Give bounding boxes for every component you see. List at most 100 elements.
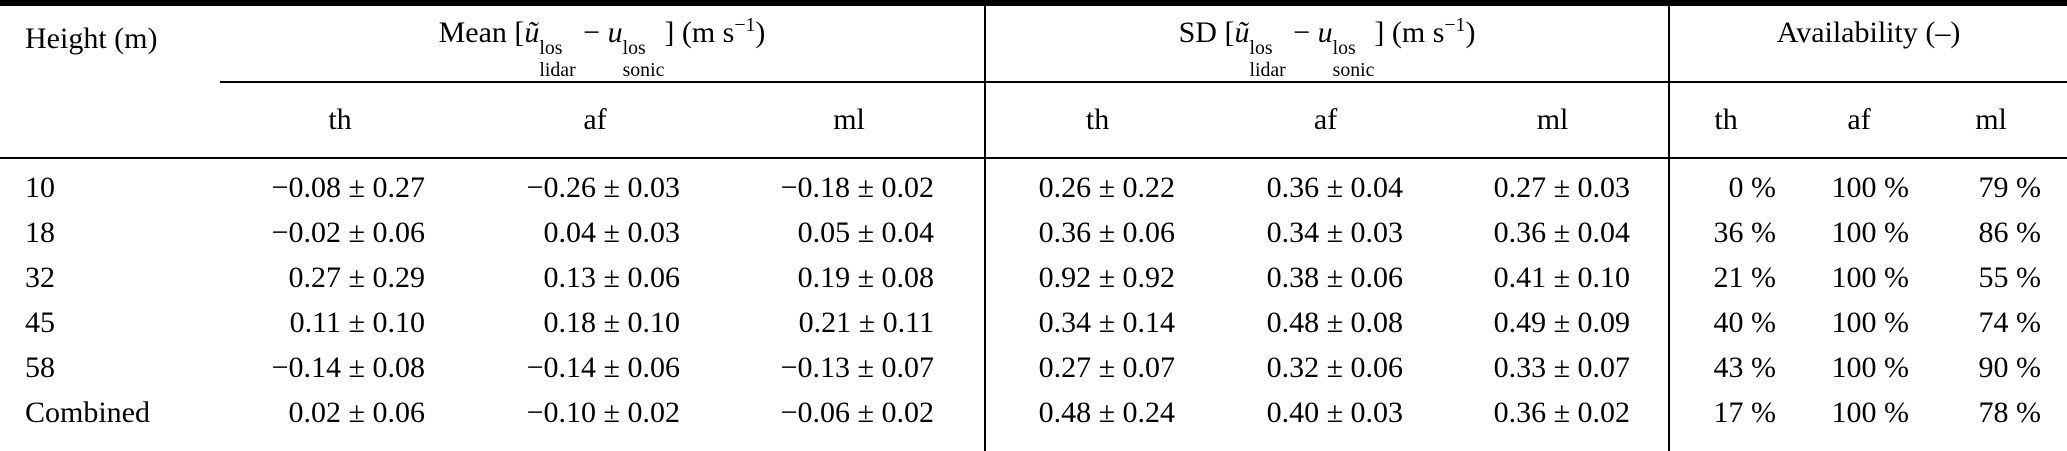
u-lidar-symbol: ũ [524,16,540,49]
u-lidar-symbol: ũ [1234,16,1250,49]
data-cell: 0.48 ± 0.24 [1038,395,1176,429]
table-row: Combined 0.02 ± 0.06 −0.10 ± 0.02 −0.06 … [0,390,2067,451]
subcolumn-header-row: th af ml th af ml th af ml [0,82,2067,160]
data-cell: 0.36 ± 0.04 [1266,170,1404,204]
data-cell: 0.21 ± 0.11 [730,300,987,346]
data-cell: 0.18 ± 0.10 [543,305,680,339]
data-cell: 0.40 ± 0.03 [1266,395,1404,429]
data-cell: 0 % [1728,170,1777,204]
availability-ml-column-header: ml [1935,82,2067,160]
mean-group-header: Mean [ũ los lidar − u los sonic] (m s−1) [220,3,987,84]
minus-sign: − [1285,16,1318,49]
data-cell: 0.26 ± 0.22 [1038,170,1176,204]
data-cell: 78 % [1978,395,2042,429]
row-label: 10 [25,170,55,204]
minus-sign: − [575,16,608,49]
data-cell: 0.27 ± 0.29 [288,260,425,294]
data-cell: 100 % [1831,260,1910,294]
data-cell: −0.06 ± 0.02 [730,390,987,451]
data-cell: 0.36 ± 0.04 [1441,210,1671,256]
unit-text: ] (m s [1374,16,1445,49]
data-cell: 0.27 ± 0.07 [1038,350,1176,384]
lidar-subscript: lidar [1249,58,1286,81]
u-sonic-scripts: los sonic [622,37,665,81]
data-cell: 0.32 ± 0.06 [1266,350,1404,384]
data-cell: 100 % [1831,215,1910,249]
data-cell: 0.33 ± 0.07 [1441,345,1671,391]
data-cell: 0.05 ± 0.04 [730,210,987,256]
row-label: 32 [25,260,55,294]
row-label: Combined [25,395,150,429]
data-cell: 0.04 ± 0.03 [543,215,680,249]
los-superscript: los [1332,37,1356,60]
data-cell: 74 % [1978,305,2042,339]
los-superscript: los [539,37,563,60]
data-cell: 0.02 ± 0.06 [288,395,425,429]
data-cell: 0.38 ± 0.06 [1266,260,1404,294]
u-lidar-scripts: los lidar [1249,37,1286,81]
data-cell: 79 % [1978,170,2042,204]
data-cell: 0.49 ± 0.09 [1441,300,1671,346]
unit-exponent: −1 [734,14,756,37]
group-header-row: Height (m) Mean [ũ los lidar − u los sonic] … [0,3,2067,160]
data-cell: 100 % [1831,395,1910,429]
u-sonic-scripts: los sonic [1332,37,1375,81]
mean-ml-column-header: ml [730,82,987,160]
availability-group-header: Availability (–) [1669,3,2067,84]
data-cell: −0.18 ± 0.02 [730,158,987,211]
los-superscript: los [1249,37,1273,60]
lidar-subscript: lidar [539,58,576,81]
data-cell: −0.08 ± 0.27 [271,170,425,204]
data-cell: 0.36 ± 0.06 [1038,215,1176,249]
u-sonic-symbol: u [607,16,623,49]
data-cell: 0.34 ± 0.03 [1266,215,1404,249]
data-cell: −0.02 ± 0.06 [271,215,425,249]
data-cell: 0.19 ± 0.08 [730,255,987,301]
data-cell: 40 % [1713,305,1777,339]
data-cell: 17 % [1713,395,1777,429]
table-row: 10 −0.08 ± 0.27 −0.26 ± 0.03 −0.18 ± 0.0… [0,158,2067,211]
data-cell: 21 % [1713,260,1777,294]
sd-th-column-header: th [985,82,1214,160]
table-row: 18 −0.02 ± 0.06 0.04 ± 0.03 0.05 ± 0.04 … [0,210,2067,256]
data-cell: 100 % [1831,305,1910,339]
mean-th-column-header: th [220,82,475,160]
data-cell: 90 % [1978,350,2042,384]
data-cell: 55 % [1978,260,2042,294]
los-superscript: los [622,37,646,60]
sonic-subscript: sonic [1332,58,1375,81]
row-label: 18 [25,215,55,249]
availability-af-column-header: af [1802,82,1936,160]
sonic-subscript: sonic [622,58,665,81]
data-cell: 0.48 ± 0.08 [1266,305,1404,339]
sd-group-header: SD [ũ los lidar − u los sonic] (m s−1) [985,3,1671,84]
data-cell: 0.27 ± 0.03 [1441,158,1671,211]
data-cell: −0.13 ± 0.07 [730,345,987,391]
u-sonic-symbol: u [1317,16,1333,49]
data-cell: 0.92 ± 0.92 [1038,260,1176,294]
data-cell: 0.11 ± 0.10 [289,305,425,339]
u-lidar-scripts: los lidar [539,37,576,81]
table-row: 32 0.27 ± 0.29 0.13 ± 0.06 0.19 ± 0.08 0… [0,255,2067,301]
sd-af-column-header: af [1213,82,1442,160]
data-cell: 36 % [1713,215,1777,249]
table-row: 58 −0.14 ± 0.08 −0.14 ± 0.06 −0.13 ± 0.0… [0,345,2067,391]
data-cell: 0.41 ± 0.10 [1441,255,1671,301]
row-label: 58 [25,350,55,384]
data-cell: −0.14 ± 0.08 [271,350,425,384]
data-cell: 0.13 ± 0.06 [543,260,680,294]
data-cell: 0.36 ± 0.02 [1441,390,1671,451]
data-cell: −0.14 ± 0.06 [526,350,680,384]
height-column-header: Height (m) [0,3,220,160]
sd-label: SD [ [1178,16,1235,49]
data-cell: 0.34 ± 0.14 [1038,305,1176,339]
row-label: 45 [25,305,55,339]
data-cell: −0.10 ± 0.02 [526,395,680,429]
mean-af-column-header: af [475,82,730,160]
data-cell: −0.26 ± 0.03 [526,170,680,204]
data-cell: 43 % [1713,350,1777,384]
data-cell: 86 % [1978,215,2042,249]
availability-label: Availability (–) [1776,16,1961,49]
mean-label: Mean [ [438,16,525,49]
